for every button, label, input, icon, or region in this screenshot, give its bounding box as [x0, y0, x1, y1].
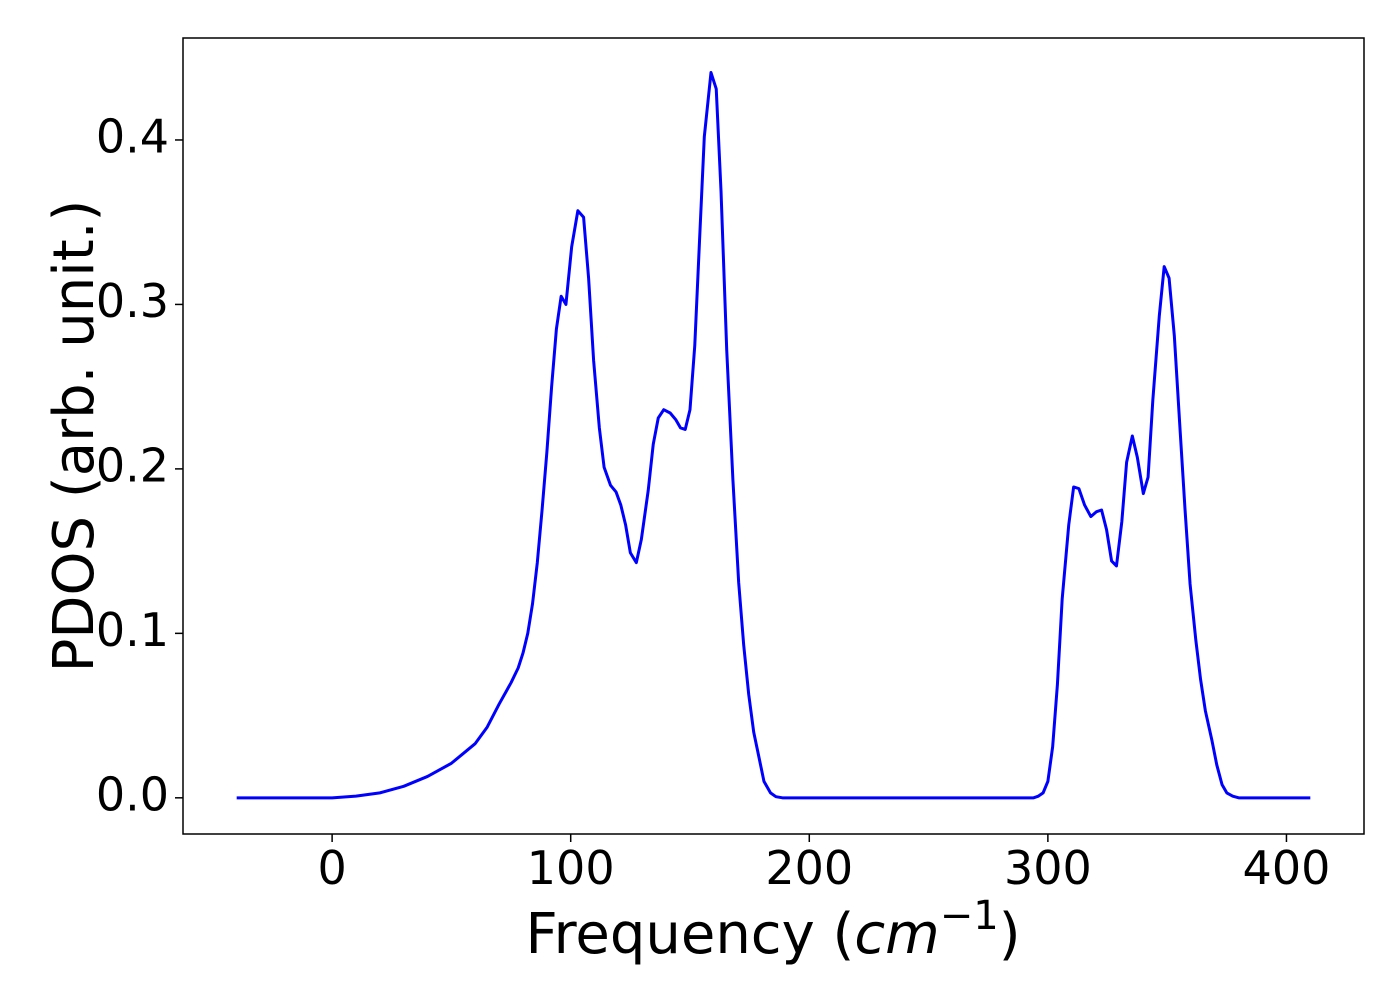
x-tick-label: 200 [765, 841, 853, 895]
x-tick-label: 300 [1004, 841, 1092, 895]
x-label-text: Frequency ( [525, 902, 854, 967]
y-tick-label: 0.4 [96, 109, 169, 163]
y-axis-label: PDOS (arb. unit.) [42, 200, 107, 673]
x-tick-label: 100 [527, 841, 615, 895]
y-tick-label: 0.2 [96, 438, 169, 492]
x-label-math: cm [854, 902, 939, 967]
y-tick-label: 0.3 [96, 274, 169, 328]
x-label-sup: −1 [940, 893, 999, 939]
x-tick-label: 400 [1243, 841, 1331, 895]
data-line [236, 71, 1311, 800]
x-axis-label: Frequency (cm−1) [525, 893, 1020, 967]
x-label-end: ) [999, 902, 1021, 967]
y-tick-label: 0.0 [96, 767, 169, 821]
y-tick-label: 0.1 [96, 603, 169, 657]
plot-frame [182, 37, 1365, 835]
x-tick-label: 0 [317, 841, 346, 895]
